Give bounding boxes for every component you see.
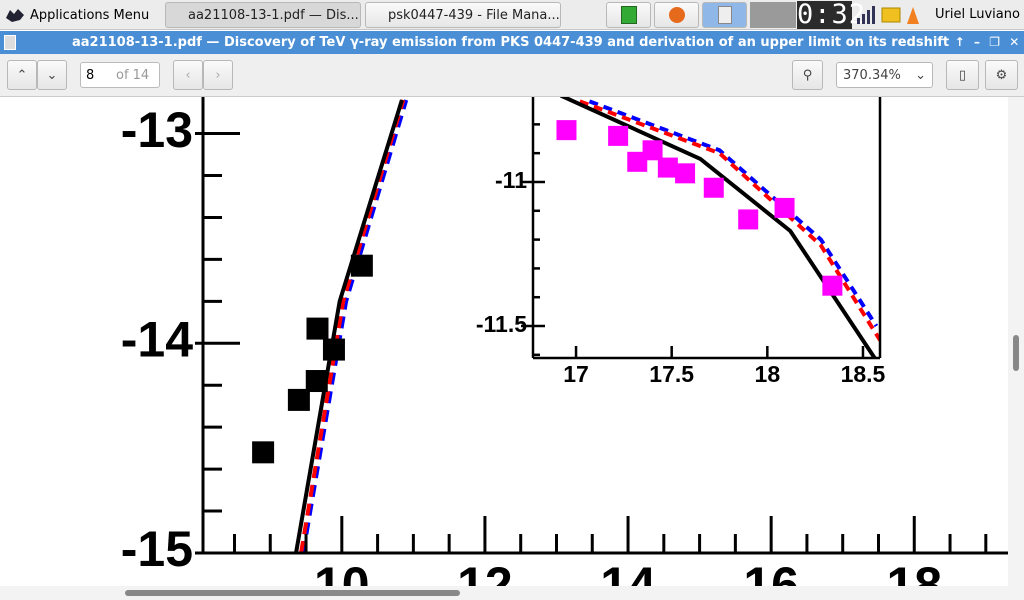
- data-point: [306, 317, 329, 340]
- y-tick-label: -13: [121, 102, 193, 158]
- data-point: [322, 338, 345, 361]
- y-tick-label: -14: [121, 311, 193, 367]
- app-menu-label: Applications Menu: [30, 7, 150, 23]
- y-tick-label: -11.5: [476, 311, 527, 337]
- x-tick-label: 12: [457, 557, 513, 586]
- settings[interactable]: ⚙: [985, 60, 1018, 90]
- workspace[interactable]: [750, 2, 796, 28]
- data-point: [608, 125, 629, 146]
- data-point: [675, 163, 696, 184]
- next-page[interactable]: ›: [203, 60, 233, 90]
- x-tick-label: 10: [314, 557, 370, 586]
- model-curve: [294, 99, 404, 553]
- model-curve: [301, 99, 409, 553]
- x-tick-label: 17.5: [649, 361, 694, 387]
- x-tick-label: 14: [600, 557, 656, 586]
- model-curve: [299, 99, 406, 553]
- page-count: of 14: [116, 67, 150, 83]
- document-button[interactable]: ▯: [946, 60, 979, 90]
- user-name[interactable]: Uriel Luviano: [935, 7, 1020, 22]
- data-point: [350, 254, 373, 277]
- launcher[interactable]: [606, 2, 651, 28]
- data-point: [642, 140, 663, 161]
- model-curve: [559, 97, 878, 358]
- x-tick-label: 18: [755, 361, 781, 387]
- search[interactable]: ⚲: [792, 60, 823, 90]
- inset-background: [533, 97, 880, 358]
- tab-label: psk0447-439 - File Mana...: [388, 7, 560, 23]
- data-point: [657, 157, 678, 178]
- page-number: 8: [86, 67, 95, 83]
- data-point: [252, 441, 275, 464]
- window-icon: [4, 35, 16, 50]
- clock: 0:32: [797, 0, 867, 30]
- curves: [559, 97, 880, 358]
- zoom-value: 370.34%: [843, 67, 901, 83]
- y-tick-label: -11: [495, 167, 527, 193]
- v-scrollbar[interactable]: [1008, 97, 1024, 600]
- tab-label: aa21108-13-1.pdf — Dis...: [188, 7, 359, 23]
- document-view: -15 -14 -13 10 12 14 16 18 -11.5 -11 17 17.5 18 18.5: [0, 97, 1008, 586]
- next-match[interactable]: ⌄: [37, 60, 67, 90]
- page-entry[interactable]: 8 of 14: [80, 62, 160, 88]
- zoom-box[interactable]: 370.34% ⌄: [836, 62, 933, 88]
- toolbar: ⌃ ⌄ 8 of 14 ‹ › ⚲ 370.34% ⌄ ▯ ⚙: [0, 54, 1024, 97]
- data-point: [556, 120, 577, 141]
- model-curve: [579, 99, 880, 342]
- prev-match[interactable]: ⌃: [7, 60, 37, 90]
- curves: [294, 99, 409, 553]
- data-point: [703, 177, 724, 198]
- launcher[interactable]: [702, 2, 747, 28]
- title-bar: aa21108-13-1.pdf — Discovery of TeV γ-ra…: [0, 31, 1024, 54]
- app-menu[interactable]: Applications Menu: [4, 4, 149, 26]
- h-scrollbar[interactable]: [0, 586, 1008, 600]
- data-point: [287, 388, 310, 411]
- x-tick-label: 18.5: [841, 361, 886, 387]
- data-point: [738, 209, 759, 230]
- taskbar: Applications Menu aa21108-13-1.pdf — Dis…: [0, 0, 1024, 30]
- y-tick-label: -15: [121, 521, 193, 577]
- x-tick-label: 16: [743, 557, 799, 586]
- window-controls[interactable]: ↑ – ❐ ✕: [954, 35, 1020, 49]
- window-tab[interactable]: aa21108-13-1.pdf — Dis...: [165, 2, 361, 28]
- tray: [857, 6, 919, 24]
- launcher[interactable]: [654, 2, 699, 28]
- prev-page[interactable]: ‹: [173, 60, 203, 90]
- data-point: [305, 370, 328, 393]
- window-title: aa21108-13-1.pdf — Discovery of TeV γ-ra…: [72, 35, 950, 50]
- data-point: [627, 151, 648, 172]
- data-point: [822, 275, 843, 296]
- app-icon: [6, 9, 24, 22]
- x-tick-label: 18: [886, 557, 942, 586]
- x-tick-label: 17: [563, 361, 589, 387]
- data-point: [774, 197, 795, 218]
- window-tab[interactable]: psk0447-439 - File Mana...: [365, 2, 561, 28]
